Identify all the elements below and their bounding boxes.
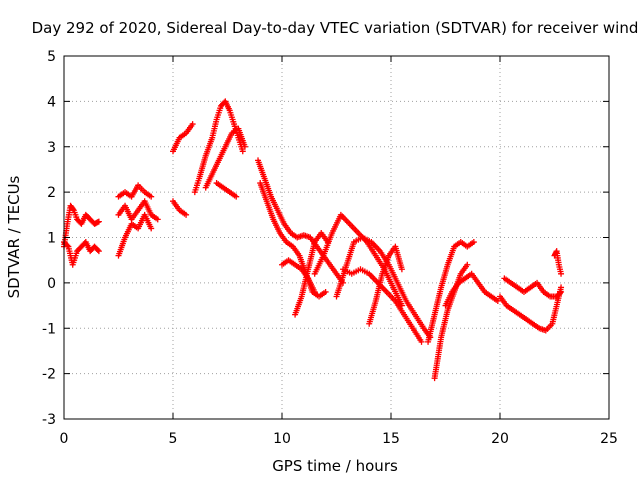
x-axis-title: GPS time / hours: [272, 457, 398, 475]
data-point: [470, 239, 477, 246]
data-point: [398, 266, 405, 273]
y-tick-label: 1: [47, 231, 56, 247]
data-point: [241, 143, 248, 150]
series-track-e: [115, 211, 155, 259]
y-axis-title: SDTVAR / TECUs: [5, 175, 23, 298]
series-track-h: [191, 98, 246, 196]
data-point: [418, 338, 425, 345]
data-point: [95, 248, 102, 255]
data-point: [148, 193, 155, 200]
series-track-x: [551, 248, 565, 277]
x-tick-label: 0: [60, 431, 69, 447]
y-tick-label: 3: [47, 140, 56, 156]
grid-layer: [64, 56, 609, 419]
series-track-q: [340, 266, 425, 345]
series-track-n: [292, 229, 331, 318]
data-point: [189, 121, 196, 128]
series-track-r: [366, 243, 405, 327]
series-track-c: [115, 182, 155, 200]
data-point: [558, 270, 565, 277]
data-point: [239, 148, 246, 155]
chart-title: Day 292 of 2020, Sidereal Day-to-day VTE…: [32, 19, 639, 37]
x-tick-label: 25: [600, 431, 618, 447]
data-points-layer: [61, 98, 565, 382]
series-track-s: [425, 239, 477, 345]
y-tick-label: 2: [47, 185, 56, 201]
series-track-b: [61, 239, 102, 268]
y-tick-label: 5: [47, 49, 56, 65]
data-point: [64, 242, 71, 249]
ticks-layer: 0 5 10 15 20 25 -3 -2 -1 0 1 2 3 4 5: [42, 49, 618, 447]
y-tick-label: -1: [42, 321, 56, 337]
series-track-w: [501, 275, 565, 300]
data-point: [69, 206, 76, 213]
y-tick-label: -3: [42, 412, 56, 428]
series-track-d: [115, 198, 161, 223]
series-track-f: [170, 121, 196, 155]
series-track-m: [279, 257, 318, 295]
data-point: [95, 218, 102, 225]
data-point: [464, 261, 471, 268]
series-track-k: [255, 157, 347, 286]
x-tick-label: 5: [169, 431, 178, 447]
data-point: [183, 211, 190, 218]
series-track-g: [170, 198, 190, 218]
x-tick-label: 15: [382, 431, 400, 447]
x-tick-label: 10: [273, 431, 291, 447]
y-tick-label: -2: [42, 367, 56, 383]
x-tick-label: 20: [491, 431, 509, 447]
data-point: [94, 246, 101, 253]
data-point: [556, 290, 563, 297]
data-point: [322, 288, 329, 295]
series-track-v: [497, 284, 565, 334]
data-point: [494, 298, 501, 305]
data-point: [154, 216, 161, 223]
data-point: [233, 193, 240, 200]
data-point: [558, 288, 565, 295]
y-tick-label: 4: [47, 94, 56, 110]
y-tick-label: 0: [47, 276, 56, 292]
series-track-u: [442, 270, 501, 309]
series-track-i: [202, 125, 248, 191]
series-track-j: [213, 180, 240, 200]
data-point: [311, 288, 318, 295]
series-track-o: [311, 211, 405, 309]
data-point: [148, 225, 155, 232]
